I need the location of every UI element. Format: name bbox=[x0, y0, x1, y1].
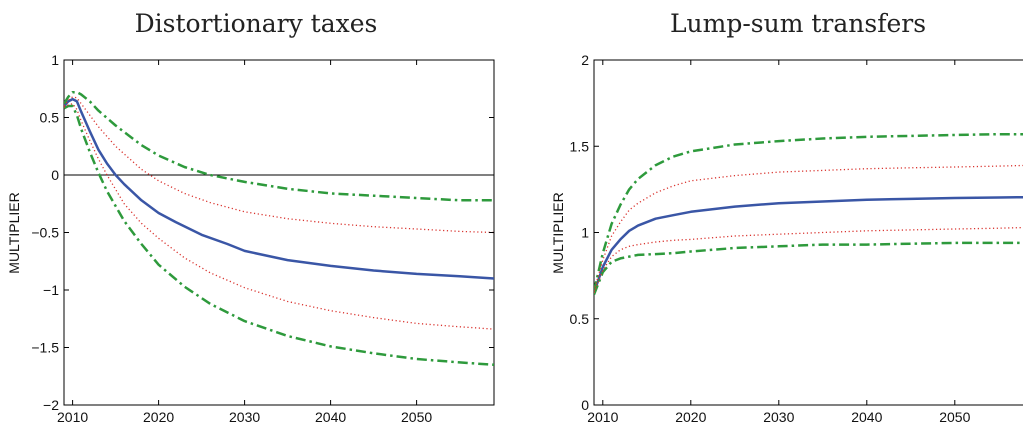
x-tick-label: 2030 bbox=[229, 409, 260, 425]
chart-title: Distortionary taxes bbox=[135, 9, 378, 38]
y-tick-label: −1.5 bbox=[31, 340, 59, 356]
series-line-dashdot-1 bbox=[64, 90, 494, 202]
series-line-dotted-4 bbox=[64, 103, 494, 330]
axis-ticks: 2010 2020 2030 2040 2050 −2 −1.5 −1 −0.5 0 0.5 1 bbox=[31, 52, 494, 425]
y-tick-label: 0 bbox=[51, 167, 59, 183]
x-tick-label: 2020 bbox=[675, 409, 706, 425]
x-tick-label: 2010 bbox=[587, 409, 618, 425]
x-tick-label: 2030 bbox=[763, 409, 794, 425]
series-line-dashdot-1 bbox=[594, 132, 1023, 292]
chart-panel-lump-sum-transfers: Lump-sum transfers MULTIPLIER 2010 2020 20… bbox=[550, 9, 1023, 425]
series-line-dotted-4 bbox=[594, 226, 1023, 294]
x-tick-label: 2050 bbox=[401, 409, 432, 425]
y-tick-label: −1 bbox=[43, 282, 59, 298]
y-tick-label: 2 bbox=[581, 52, 589, 68]
x-tick-label: 2040 bbox=[851, 409, 882, 425]
y-axis-label: MULTIPLIER bbox=[6, 192, 22, 273]
series-line-solid-0 bbox=[594, 195, 1023, 294]
series-line-solid-0 bbox=[64, 97, 494, 280]
x-tick-label: 2050 bbox=[939, 409, 970, 425]
y-axis-label: MULTIPLIER bbox=[550, 192, 566, 273]
y-tick-label: −0.5 bbox=[31, 225, 59, 241]
series-line-dotted-3 bbox=[594, 164, 1023, 292]
chart-panel-distortionary-taxes: Distortionary taxes MULTIPLIER 2010 2020 2… bbox=[6, 9, 495, 425]
y-tick-label: 0.5 bbox=[40, 110, 60, 126]
y-tick-label: −2 bbox=[43, 397, 59, 413]
axis-ticks: 2010 2020 2030 2040 2050 0 0.5 1 1.5 2 bbox=[570, 52, 971, 425]
x-tick-label: 2020 bbox=[143, 409, 174, 425]
chart-title: Lump-sum transfers bbox=[670, 9, 926, 38]
y-tick-label: 1.5 bbox=[570, 138, 590, 154]
series-line-dashdot-2 bbox=[64, 104, 494, 367]
plot-marks bbox=[64, 90, 494, 367]
plot-area bbox=[593, 59, 1023, 406]
x-tick-label: 2040 bbox=[315, 409, 346, 425]
series-line-dashdot-2 bbox=[594, 241, 1023, 296]
plot-area bbox=[63, 59, 495, 406]
y-tick-label: 0.5 bbox=[570, 311, 590, 327]
y-tick-label: 0 bbox=[581, 397, 589, 413]
y-tick-label: 1 bbox=[581, 225, 589, 241]
y-tick-label: 1 bbox=[51, 52, 59, 68]
x-tick-label: 2010 bbox=[57, 409, 88, 425]
plot-marks bbox=[594, 132, 1023, 296]
